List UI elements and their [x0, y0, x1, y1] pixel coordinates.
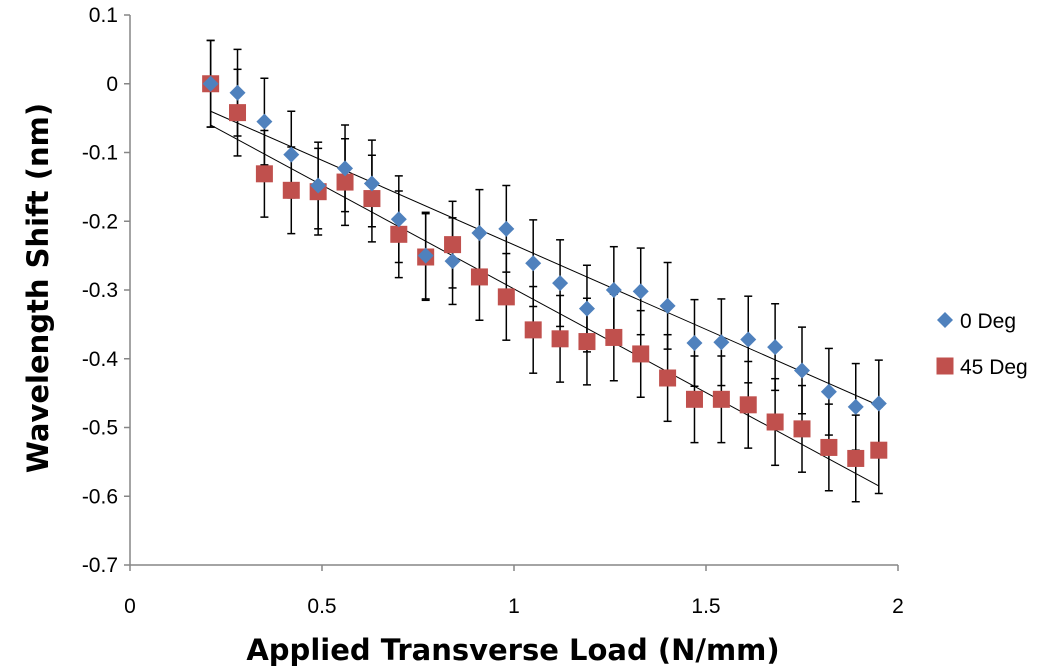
y-axis-title: Wavelength Shift (nm) — [21, 103, 55, 473]
x-tick-label: 2 — [892, 595, 904, 618]
point-0-deg — [686, 334, 703, 351]
point-45-deg — [390, 225, 408, 243]
point-0-deg — [552, 275, 569, 292]
point-0-deg — [578, 300, 595, 317]
point-45-deg — [363, 190, 381, 208]
point-0-deg — [767, 339, 784, 356]
point-45-deg — [444, 236, 462, 254]
point-0-deg — [740, 331, 757, 348]
point-45-deg — [659, 369, 677, 387]
y-tick-label: -0.5 — [82, 417, 118, 440]
point-0-deg — [363, 175, 380, 192]
point-0-deg — [283, 146, 300, 163]
point-0-deg — [870, 395, 887, 412]
y-tick-label: 0.1 — [89, 4, 118, 27]
point-45-deg — [766, 413, 784, 431]
legend-marker — [937, 312, 953, 328]
point-0-deg — [417, 247, 434, 264]
point-45-deg — [820, 438, 838, 456]
point-0-deg — [337, 160, 354, 177]
point-0-deg — [310, 177, 327, 194]
y-tick-label: -0.4 — [82, 348, 119, 371]
point-45-deg — [255, 165, 273, 183]
point-0-deg — [847, 398, 864, 415]
point-0-deg — [525, 255, 542, 272]
y-tick-label: -0.2 — [82, 210, 118, 233]
point-0-deg — [471, 224, 488, 241]
point-45-deg — [685, 390, 703, 408]
legend: 0 Deg 45 Deg — [936, 310, 1028, 379]
trendline-0-deg — [210, 110, 880, 406]
legend-entry: 0 Deg — [937, 310, 1016, 333]
point-0-deg — [229, 84, 246, 101]
point-0-deg — [632, 283, 649, 300]
point-45-deg — [793, 420, 811, 438]
point-0-deg — [444, 253, 461, 270]
y-tick-label: -0.7 — [82, 554, 118, 577]
point-45-deg — [336, 173, 354, 191]
legend-entry: 45 Deg — [936, 356, 1028, 379]
point-45-deg — [712, 390, 730, 408]
y-tick-label: 0 — [106, 73, 118, 96]
point-45-deg — [551, 330, 569, 348]
point-45-deg — [470, 268, 488, 286]
x-tick-label: 0.5 — [307, 595, 336, 618]
point-0-deg — [256, 113, 273, 130]
point-0-deg — [794, 362, 810, 379]
point-45-deg — [497, 288, 515, 306]
point-45-deg — [632, 345, 650, 363]
data-markers — [202, 75, 888, 467]
point-0-deg — [605, 282, 622, 298]
point-45-deg — [578, 333, 596, 351]
y-tick-label: -0.6 — [82, 485, 118, 508]
trendline-45-deg — [210, 124, 880, 487]
y-tick-label: -0.1 — [82, 142, 118, 165]
x-tick-label: 1.5 — [691, 595, 720, 618]
point-45-deg — [847, 449, 865, 467]
legend-marker — [936, 357, 954, 375]
point-0-deg — [713, 334, 730, 351]
legend-label: 45 Deg — [960, 356, 1028, 379]
point-45-deg — [870, 441, 888, 459]
point-0-deg — [659, 297, 676, 314]
y-tick-label: -0.3 — [82, 279, 118, 302]
x-tick-label: 1 — [508, 595, 520, 618]
point-0-deg — [498, 220, 515, 237]
point-45-deg — [605, 328, 623, 346]
point-0-deg — [390, 211, 407, 228]
x-tick-label: 0 — [124, 595, 136, 618]
axes: 0.1 0 -0.1 -0.2 -0.3 -0.4 -0.5 -0.6 -0.7 0 0.5 1 1.5… — [82, 4, 904, 618]
point-45-deg — [524, 321, 542, 339]
point-0-deg — [202, 75, 219, 92]
point-45-deg — [282, 181, 300, 199]
error-bars — [206, 39, 883, 503]
point-45-deg — [229, 104, 247, 122]
point-45-deg — [739, 396, 757, 414]
legend-label: 0 Deg — [960, 310, 1016, 333]
point-0-deg — [820, 383, 837, 400]
x-axis-title: Applied Transverse Load (N/mm) — [246, 633, 779, 667]
